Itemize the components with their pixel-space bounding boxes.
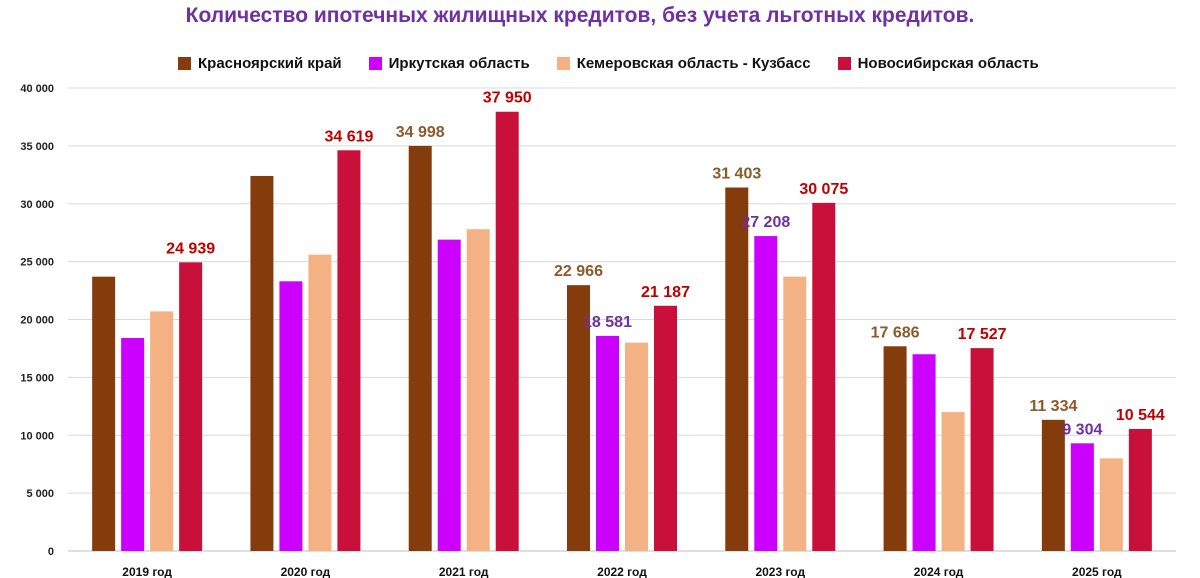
bar [437,239,461,551]
data-label: 31 403 [712,166,761,183]
legend: Красноярский край Иркутская область Кеме… [178,55,1066,72]
x-tick-label: 2021 год [439,565,489,578]
data-label: 34 998 [396,124,445,141]
legend-label-kemerovo: Кемеровская область - Кузбасс [576,55,811,72]
bar [970,348,994,551]
data-label: 18 581 [583,314,632,331]
bar [912,354,936,551]
bar [654,305,677,551]
legend-swatch-krasnoyarsk [178,57,191,70]
data-label: 24 939 [166,240,215,257]
legend-item-krasnoyarsk: Красноярский край [178,55,342,72]
legend-swatch-irkutsk [368,57,382,70]
bar [754,236,778,552]
bar [250,175,274,551]
data-label: 22 966 [554,263,603,280]
data-label: 37 950 [483,90,532,107]
y-tick-label: 40 000 [20,83,54,95]
bar [279,281,303,551]
bar [466,229,490,551]
bar [1128,428,1152,551]
data-label: 17 527 [958,326,1007,343]
y-tick-label: 35 000 [20,141,54,153]
bar [150,311,174,551]
bar [625,342,648,551]
bar [121,338,145,551]
legend-item-kemerovo: Кемеровская область - Кузбасс [556,55,811,72]
x-tick-label: 2024 год [914,565,964,578]
bar [308,254,332,551]
x-tick-label: 2020 год [281,565,331,578]
bar [567,285,590,551]
data-label: 34 619 [324,128,373,145]
data-label: 11 334 [1029,398,1077,415]
legend-item-novosibirsk: Новосибирская область [837,55,1039,72]
data-label: 21 187 [641,284,690,301]
bar [725,187,749,552]
bar [337,150,361,551]
x-tick-label: 2025 год [1072,565,1122,578]
legend-label-novosibirsk: Новосибирская область [857,55,1039,72]
y-tick-label: 5 000 [26,488,54,500]
chart-title: Количество ипотечных жилищных кредитов, … [185,4,975,27]
y-tick-label: 20 000 [20,315,54,327]
legend-swatch-kemerovo [556,57,570,70]
bar [1041,419,1065,551]
legend-swatch-novosibirsk [837,57,851,70]
bar [812,202,836,551]
y-tick-label: 0 [48,546,54,558]
data-label: 30 075 [799,181,848,198]
legend-label-krasnoyarsk: Красноярский край [198,55,342,72]
y-tick-label: 30 000 [20,199,54,211]
bar [941,412,965,551]
bar [883,346,907,551]
bar [596,335,619,551]
x-tick-label: 2023 год [755,565,805,578]
data-label: 27 208 [741,214,790,231]
y-tick-label: 15 000 [20,372,54,384]
y-tick-label: 25 000 [20,257,54,269]
bar [1070,443,1094,551]
bar [495,111,519,551]
data-label: 10 544 [1116,407,1165,424]
legend-label-irkutsk: Иркутская область [388,55,530,72]
legend-item-irkutsk: Иркутская область [368,55,530,72]
x-tick-label: 2022 год [597,565,647,578]
bar [1099,458,1123,551]
bar [179,262,203,551]
data-label: 9 304 [1062,421,1102,438]
bar [783,276,807,551]
y-tick-label: 10 000 [20,430,54,442]
x-tick-label: 2019 год [122,565,172,578]
bar [92,276,116,551]
bar [408,145,432,552]
data-label: 17 686 [871,324,920,341]
